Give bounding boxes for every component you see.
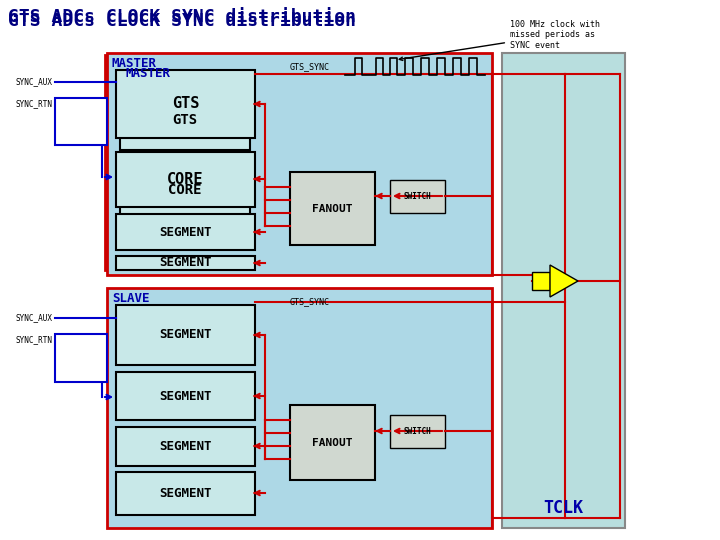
Bar [55,98,107,145]
Text: SEGMENT: SEGMENT [159,487,212,500]
Text: GTS ADCs CLOCK SYNC distribution: GTS ADCs CLOCK SYNC distribution [8,8,356,26]
Text: GTS_SYNC: GTS_SYNC [290,298,330,307]
Text: CORE: CORE [167,172,204,187]
Bar [502,53,625,528]
Text: CORE: CORE [168,183,202,197]
Bar [105,55,490,270]
Bar [390,415,445,448]
Text: TCLK: TCLK [544,499,583,517]
Bar [116,305,255,365]
Text: FANOUT: FANOUT [312,204,353,213]
Text: GTS_SYNC: GTS_SYNC [290,63,330,71]
Bar [107,53,492,275]
Bar [55,334,107,382]
Text: SLAVE: SLAVE [112,292,150,305]
Text: MASTER: MASTER [112,57,157,70]
Bar [120,90,250,150]
Text: SEGMENT: SEGMENT [159,226,212,239]
Bar [290,172,375,245]
Text: SWITCH: SWITCH [404,192,431,201]
Bar [116,214,255,250]
Bar [116,427,255,466]
Bar [120,162,250,217]
Bar [116,372,255,420]
Bar [116,70,255,138]
Bar [116,472,255,515]
Bar [116,152,255,207]
Text: FANOUT: FANOUT [312,437,353,448]
Text: GTS: GTS [172,113,197,127]
Text: GTS: GTS [172,97,199,111]
Bar [116,256,255,270]
Text: MASTER: MASTER [125,67,170,80]
Bar [290,405,375,480]
Text: SEGMENT: SEGMENT [159,389,212,402]
Text: SWITCH: SWITCH [404,427,431,436]
Text: 100 MHz clock with
missed periods as
SYNC event: 100 MHz clock with missed periods as SYN… [400,20,600,60]
Polygon shape [550,265,578,297]
Text: SYNC_RTN: SYNC_RTN [16,99,53,109]
Bar [390,180,445,213]
Text: SEGMENT: SEGMENT [159,328,212,341]
Text: SEGMENT: SEGMENT [159,440,212,453]
Bar [107,288,492,528]
Text: SYNC_AUX: SYNC_AUX [16,78,53,86]
Bar [532,272,550,290]
Text: GTS ADCs CLOCK SYNC distribution: GTS ADCs CLOCK SYNC distribution [8,12,356,30]
Text: SYNC_AUX: SYNC_AUX [16,314,53,322]
Text: SYNC_RTN: SYNC_RTN [16,335,53,345]
Text: SEGMENT: SEGMENT [159,256,212,269]
